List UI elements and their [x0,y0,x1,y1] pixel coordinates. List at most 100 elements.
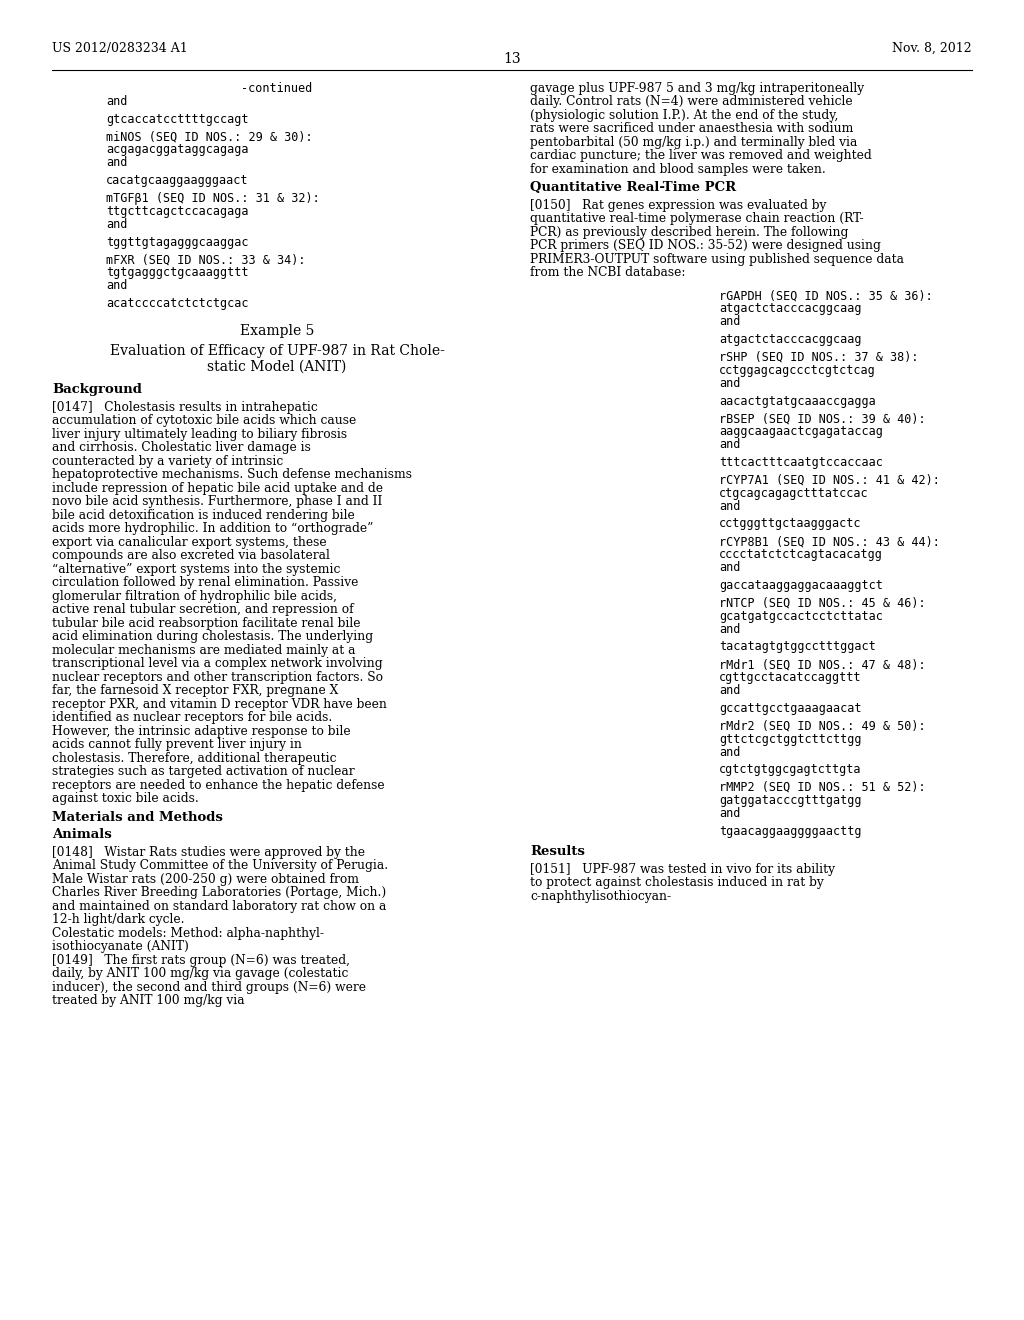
Text: acid elimination during cholestasis. The underlying: acid elimination during cholestasis. The… [52,630,373,643]
Text: tacatagtgtggcctttggact: tacatagtgtggcctttggact [719,640,876,653]
Text: Example 5: Example 5 [240,325,314,338]
Text: tubular bile acid reabsorption facilitate renal bile: tubular bile acid reabsorption facilitat… [52,616,360,630]
Text: hepatoprotective mechanisms. Such defense mechanisms: hepatoprotective mechanisms. Such defens… [52,469,412,482]
Text: atgactctacccacggcaag: atgactctacccacggcaag [719,333,861,346]
Text: 12-h light/dark cycle.: 12-h light/dark cycle. [52,913,184,927]
Text: rSHP (SEQ ID NOS.: 37 & 38):: rSHP (SEQ ID NOS.: 37 & 38): [719,351,919,364]
Text: and: and [719,684,740,697]
Text: molecular mechanisms are mediated mainly at a: molecular mechanisms are mediated mainly… [52,644,355,657]
Text: novo bile acid synthesis. Furthermore, phase I and II: novo bile acid synthesis. Furthermore, p… [52,495,382,508]
Text: glomerular filtration of hydrophilic bile acids,: glomerular filtration of hydrophilic bil… [52,590,337,603]
Text: Charles River Breeding Laboratories (Portage, Mich.): Charles River Breeding Laboratories (Por… [52,887,386,899]
Text: -continued: -continued [242,82,312,95]
Text: PRIMER3-OUTPUT software using published sequence data: PRIMER3-OUTPUT software using published … [530,253,904,265]
Text: rMdr2 (SEQ ID NOS.: 49 & 50):: rMdr2 (SEQ ID NOS.: 49 & 50): [719,719,926,733]
Text: tgaacaggaaggggaacttg: tgaacaggaaggggaacttg [719,825,861,838]
Text: counteracted by a variety of intrinsic: counteracted by a variety of intrinsic [52,455,284,467]
Text: and: and [719,746,740,759]
Text: liver injury ultimately leading to biliary fibrosis: liver injury ultimately leading to bilia… [52,428,347,441]
Text: miNOS (SEQ ID NOS.: 29 & 30):: miNOS (SEQ ID NOS.: 29 & 30): [106,131,312,144]
Text: export via canalicular export systems, these: export via canalicular export systems, t… [52,536,327,549]
Text: [0149]   The first rats group (N=6) was treated,: [0149] The first rats group (N=6) was tr… [52,954,350,966]
Text: active renal tubular secretion, and repression of: active renal tubular secretion, and repr… [52,603,353,616]
Text: cccctatctctcagtacacatgg: cccctatctctcagtacacatgg [719,548,883,561]
Text: acatccccatctctctgcac: acatccccatctctctgcac [106,297,249,310]
Text: rMdr1 (SEQ ID NOS.: 47 & 48):: rMdr1 (SEQ ID NOS.: 47 & 48): [719,659,926,671]
Text: tgtgagggctgcaaaggttt: tgtgagggctgcaaaggttt [106,267,249,280]
Text: atgactctacccacggcaag: atgactctacccacggcaag [719,302,861,315]
Text: US 2012/0283234 A1: US 2012/0283234 A1 [52,42,187,55]
Text: cgttgcctacatccaggttt: cgttgcctacatccaggttt [719,671,861,684]
Text: acids more hydrophilic. In addition to “orthograde”: acids more hydrophilic. In addition to “… [52,523,374,536]
Text: and cirrhosis. Cholestatic liver damage is: and cirrhosis. Cholestatic liver damage … [52,441,311,454]
Text: gaccataaggaggacaaaggtct: gaccataaggaggacaaaggtct [719,579,883,591]
Text: nuclear receptors and other transcription factors. So: nuclear receptors and other transcriptio… [52,671,383,684]
Text: far, the farnesoid X receptor FXR, pregnane X: far, the farnesoid X receptor FXR, pregn… [52,684,338,697]
Text: Materials and Methods: Materials and Methods [52,810,223,824]
Text: PCR) as previously described herein. The following: PCR) as previously described herein. The… [530,226,848,239]
Text: inducer), the second and third groups (N=6) were: inducer), the second and third groups (N… [52,981,366,994]
Text: rNTCP (SEQ ID NOS.: 45 & 46):: rNTCP (SEQ ID NOS.: 45 & 46): [719,597,926,610]
Text: and: and [719,315,740,329]
Text: and: and [719,438,740,451]
Text: Colestatic models: Method: alpha-naphthyl-: Colestatic models: Method: alpha-naphthy… [52,927,324,940]
Text: gtcaccatccttttgccagt: gtcaccatccttttgccagt [106,112,249,125]
Text: [0148]   Wistar Rats studies were approved by the: [0148] Wistar Rats studies were approved… [52,846,365,859]
Text: c-naphthylisothiocyan-: c-naphthylisothiocyan- [530,890,671,903]
Text: rGAPDH (SEQ ID NOS.: 35 & 36):: rGAPDH (SEQ ID NOS.: 35 & 36): [719,289,933,302]
Text: and: and [719,623,740,636]
Text: Animal Study Committee of the University of Perugia.: Animal Study Committee of the University… [52,859,388,873]
Text: acids cannot fully prevent liver injury in: acids cannot fully prevent liver injury … [52,738,302,751]
Text: tggttgtagagggcaaggac: tggttgtagagggcaaggac [106,236,249,248]
Text: pentobarbital (50 mg/kg i.p.) and terminally bled via: pentobarbital (50 mg/kg i.p.) and termin… [530,136,857,149]
Text: PCR primers (SEQ ID NOS.: 35-52) were designed using: PCR primers (SEQ ID NOS.: 35-52) were de… [530,239,881,252]
Text: isothiocyanate (ANIT): isothiocyanate (ANIT) [52,940,188,953]
Text: for examination and blood samples were taken.: for examination and blood samples were t… [530,162,825,176]
Text: and: and [719,807,740,820]
Text: aaggcaagaactcgagataccag: aaggcaagaactcgagataccag [719,425,883,438]
Text: Animals: Animals [52,828,112,841]
Text: “alternative” export systems into the systemic: “alternative” export systems into the sy… [52,562,340,576]
Text: Quantitative Real-Time PCR: Quantitative Real-Time PCR [530,181,736,194]
Text: rBSEP (SEQ ID NOS.: 39 & 40):: rBSEP (SEQ ID NOS.: 39 & 40): [719,412,926,425]
Text: 13: 13 [503,51,521,66]
Text: gcatgatgccactcctcttatac: gcatgatgccactcctcttatac [719,610,883,623]
Text: rCYP7A1 (SEQ ID NOS.: 41 & 42):: rCYP7A1 (SEQ ID NOS.: 41 & 42): [719,474,940,487]
Text: Nov. 8, 2012: Nov. 8, 2012 [892,42,972,55]
Text: accumulation of cytotoxic bile acids which cause: accumulation of cytotoxic bile acids whi… [52,414,356,428]
Text: cctgggttgctaagggactc: cctgggttgctaagggactc [719,517,861,531]
Text: [0150]   Rat genes expression was evaluated by: [0150] Rat genes expression was evaluate… [530,199,826,213]
Text: and: and [106,280,127,292]
Text: cholestasis. Therefore, additional therapeutic: cholestasis. Therefore, additional thera… [52,752,337,764]
Text: gttctcgctggtcttcttgg: gttctcgctggtcttcttgg [719,733,861,746]
Text: tttcactttcaatgtccaccaac: tttcactttcaatgtccaccaac [719,455,883,469]
Text: ctgcagcagagctttatccac: ctgcagcagagctttatccac [719,487,868,500]
Text: strategies such as targeted activation of nuclear: strategies such as targeted activation o… [52,766,354,779]
Text: Background: Background [52,383,142,396]
Text: treated by ANIT 100 mg/kg via: treated by ANIT 100 mg/kg via [52,994,245,1007]
Text: Evaluation of Efficacy of UPF-987 in Rat Chole-: Evaluation of Efficacy of UPF-987 in Rat… [110,345,444,359]
Text: cardiac puncture; the liver was removed and weighted: cardiac puncture; the liver was removed … [530,149,871,162]
Text: and: and [719,376,740,389]
Text: mTGFβ1 (SEQ ID NOS.: 31 & 32):: mTGFβ1 (SEQ ID NOS.: 31 & 32): [106,191,319,205]
Text: quantitative real-time polymerase chain reaction (RT-: quantitative real-time polymerase chain … [530,213,863,226]
Text: include repression of hepatic bile acid uptake and de: include repression of hepatic bile acid … [52,482,383,495]
Text: (physiologic solution I.P.). At the end of the study,: (physiologic solution I.P.). At the end … [530,110,839,121]
Text: acgagacggataggcagaga: acgagacggataggcagaga [106,144,249,157]
Text: gatggatacccgtttgatgg: gatggatacccgtttgatgg [719,793,861,807]
Text: against toxic bile acids.: against toxic bile acids. [52,792,199,805]
Text: daily, by ANIT 100 mg/kg via gavage (colestatic: daily, by ANIT 100 mg/kg via gavage (col… [52,968,348,981]
Text: ttgcttcagctccacagaga: ttgcttcagctccacagaga [106,205,249,218]
Text: rats were sacrificed under anaesthesia with sodium: rats were sacrificed under anaesthesia w… [530,123,853,136]
Text: circulation followed by renal elimination. Passive: circulation followed by renal eliminatio… [52,577,358,589]
Text: rCYP8B1 (SEQ ID NOS.: 43 & 44):: rCYP8B1 (SEQ ID NOS.: 43 & 44): [719,535,940,548]
Text: [0147]   Cholestasis results in intrahepatic: [0147] Cholestasis results in intrahepat… [52,401,317,413]
Text: cacatgcaaggaagggaact: cacatgcaaggaagggaact [106,174,249,187]
Text: from the NCBI database:: from the NCBI database: [530,267,685,280]
Text: Results: Results [530,845,585,858]
Text: to protect against cholestasis induced in rat by: to protect against cholestasis induced i… [530,876,823,890]
Text: compounds are also excreted via basolateral: compounds are also excreted via basolate… [52,549,330,562]
Text: mFXR (SEQ ID NOS.: 33 & 34):: mFXR (SEQ ID NOS.: 33 & 34): [106,253,305,267]
Text: and: and [719,561,740,574]
Text: cctggagcagccctcgtctcag: cctggagcagccctcgtctcag [719,364,876,376]
